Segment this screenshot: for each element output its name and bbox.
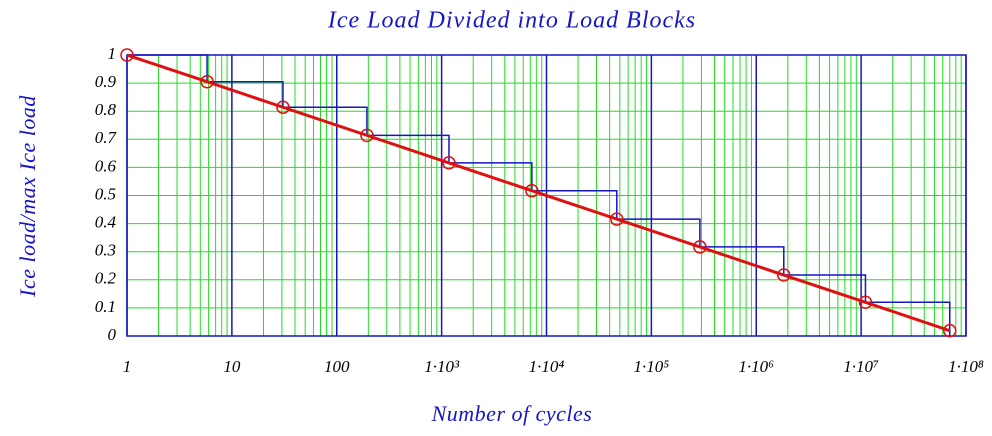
marker xyxy=(943,323,957,338)
y-tick-label: 0.8 xyxy=(95,100,117,119)
x-tick-label: 1·10⁷ xyxy=(843,357,879,376)
marker xyxy=(442,156,456,170)
x-axis-label: Number of cycles xyxy=(431,401,593,426)
y-tick-label: 1 xyxy=(108,44,117,63)
x-tick-label: 10 xyxy=(223,357,241,376)
x-tick-label: 1·10⁸ xyxy=(948,357,984,376)
y-tick-label: 0.9 xyxy=(95,72,117,91)
plot-border xyxy=(126,54,967,337)
x-tick-label: 1·10³ xyxy=(424,357,460,376)
marker xyxy=(858,295,873,310)
y-tick-label: 0.1 xyxy=(95,297,116,316)
y-axis-label: Ice load/max Ice load xyxy=(15,95,40,298)
y-tick-label: 0.6 xyxy=(95,156,117,175)
y-tick-label: 0.5 xyxy=(95,184,116,203)
x-tick-label: 100 xyxy=(324,357,350,376)
y-tick-label: 0.4 xyxy=(95,213,117,232)
marker xyxy=(120,48,134,62)
step-line xyxy=(127,54,951,336)
marker xyxy=(777,268,791,282)
y-tick-label: 0.2 xyxy=(95,269,117,288)
x-tick-label: 1 xyxy=(123,357,132,376)
line xyxy=(126,53,951,333)
chart-title: Ice Load Divided into Load Blocks xyxy=(327,8,696,34)
marker xyxy=(693,240,707,254)
x-tick-label: 1·10⁴ xyxy=(529,357,565,376)
y-tick-label: 0 xyxy=(108,325,117,344)
marker xyxy=(276,100,290,115)
marker xyxy=(610,212,624,226)
y-tick-label: 0.3 xyxy=(95,241,116,260)
x-tick-label: 1·10⁵ xyxy=(634,357,670,376)
marker xyxy=(200,74,214,89)
marker xyxy=(360,128,374,143)
marker xyxy=(525,183,539,198)
y-tick-label: 0.7 xyxy=(95,128,118,147)
x-tick-label: 1·10⁶ xyxy=(738,357,774,376)
